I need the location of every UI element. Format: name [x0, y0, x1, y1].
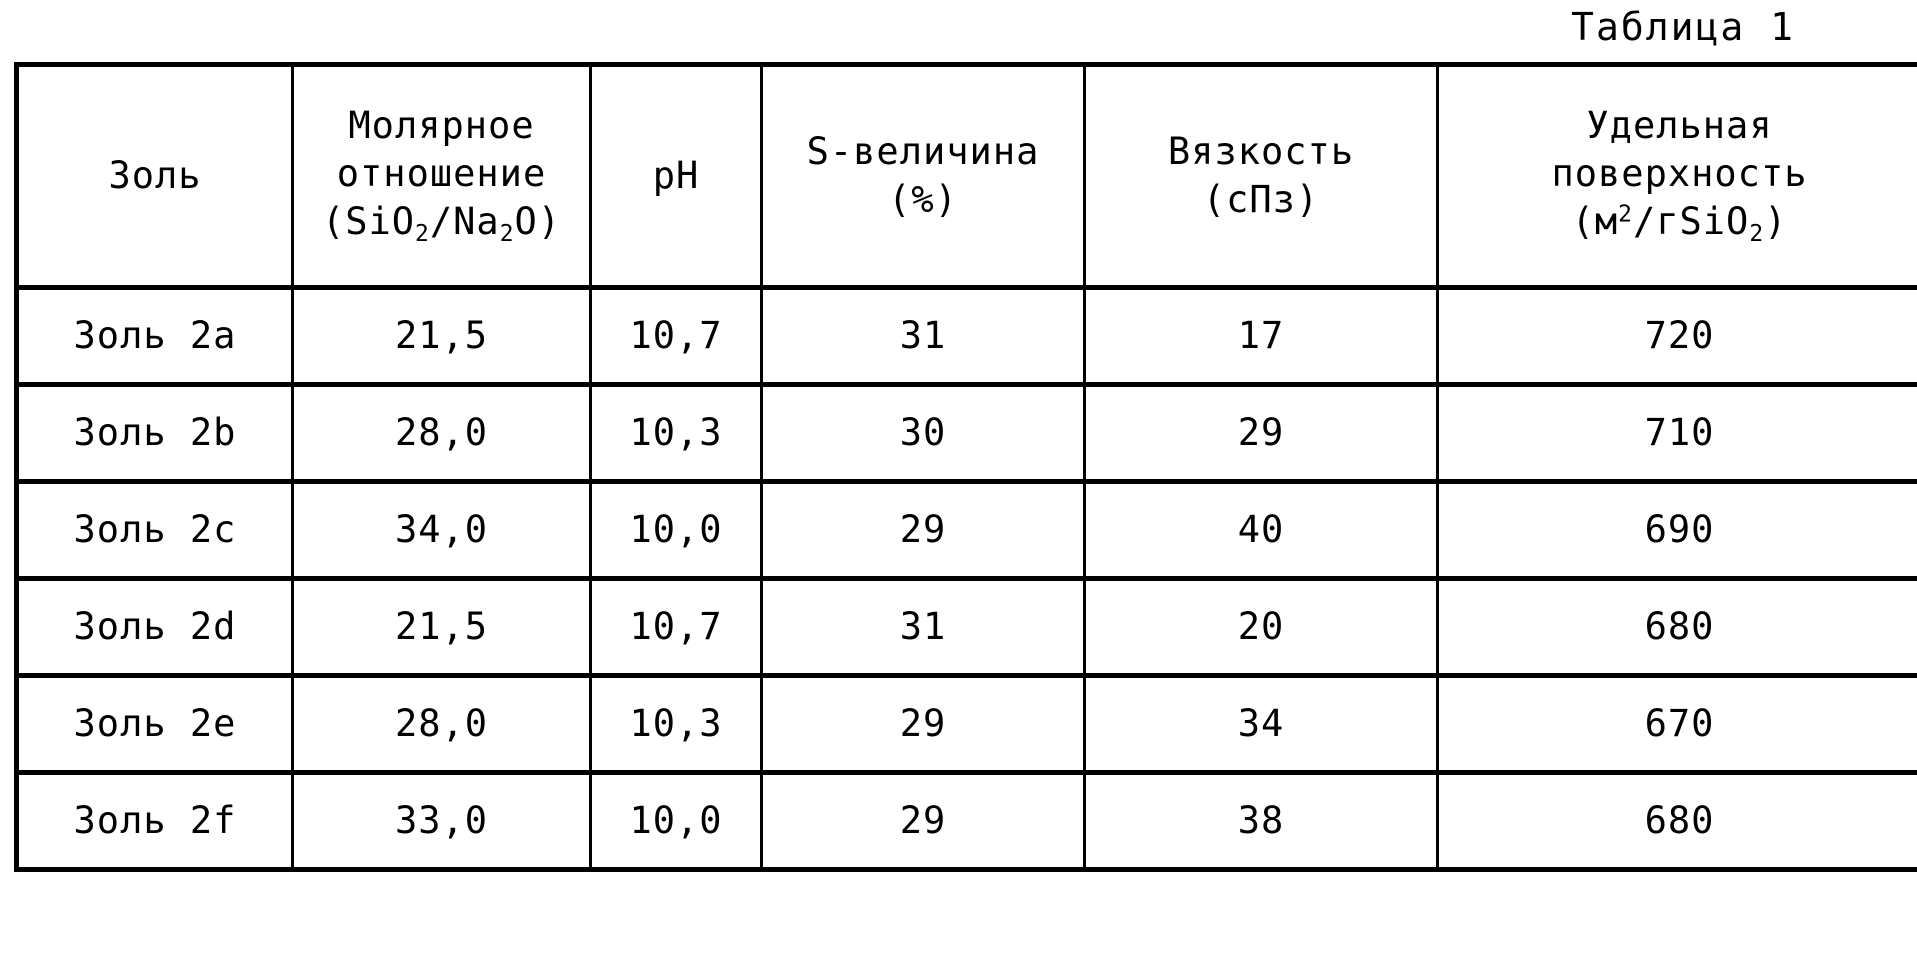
surf-formula-open: (м [1572, 200, 1619, 243]
cell-molar-ratio: 21,5 [293, 579, 591, 676]
cell-ph: 10,3 [591, 385, 762, 482]
surf-formula-close: ) [1764, 200, 1787, 243]
header-surf-line-1: Удельная [1439, 102, 1917, 150]
header-ph-line-1: pH [592, 152, 760, 200]
cell-s-value: 31 [762, 579, 1085, 676]
table-container: Золь Молярное отношение (SiO2/Na2O) pH S… [14, 62, 1903, 872]
cell-molar-ratio: 21,5 [293, 288, 591, 385]
header-surf-formula: (м2/гSiO2) [1439, 198, 1917, 250]
formula-part-open: (SiO [322, 200, 415, 243]
formula-part-mid: /Na [430, 200, 500, 243]
column-header-molar-ratio: Молярное отношение (SiO2/Na2O) [293, 65, 591, 288]
cell-specific-surface: 720 [1438, 288, 1917, 385]
cell-viscosity: 38 [1085, 773, 1438, 870]
header-molar-formula: (SiO2/Na2O) [294, 198, 589, 250]
header-surf-line-2: поверхность [1439, 150, 1917, 198]
formula-subscript-2: 2 [500, 221, 515, 247]
cell-viscosity: 34 [1085, 676, 1438, 773]
cell-ph: 10,0 [591, 773, 762, 870]
cell-viscosity: 29 [1085, 385, 1438, 482]
table-row: Золь 2a21,510,73117720 [17, 288, 1917, 385]
document-page: Таблица 1 Золь Молярное отношение (SiO2/… [0, 0, 1917, 969]
cell-molar-ratio: 33,0 [293, 773, 591, 870]
table-caption: Таблица 1 [14, 0, 1903, 46]
cell-sol: Золь 2d [17, 579, 293, 676]
header-molar-line-2: отношение [294, 150, 589, 198]
surf-formula-superscript: 2 [1618, 202, 1633, 228]
cell-sol: Золь 2e [17, 676, 293, 773]
table-header: Золь Молярное отношение (SiO2/Na2O) pH S… [17, 65, 1917, 288]
cell-molar-ratio: 28,0 [293, 676, 591, 773]
cell-viscosity: 20 [1085, 579, 1438, 676]
cell-sol: Золь 2a [17, 288, 293, 385]
header-visc-line-2: (сПз) [1086, 176, 1436, 224]
cell-ph: 10,7 [591, 288, 762, 385]
table-row: Золь 2f33,010,02938680 [17, 773, 1917, 870]
column-header-viscosity: Вязкость (сПз) [1085, 65, 1438, 288]
cell-ph: 10,3 [591, 676, 762, 773]
cell-s-value: 29 [762, 482, 1085, 579]
table-row: Золь 2d21,510,73120680 [17, 579, 1917, 676]
header-sol-line-1: Золь [19, 152, 291, 200]
cell-sol: Золь 2c [17, 482, 293, 579]
surf-formula-subscript: 2 [1749, 221, 1764, 247]
cell-sol: Золь 2f [17, 773, 293, 870]
cell-molar-ratio: 28,0 [293, 385, 591, 482]
header-visc-line-1: Вязкость [1086, 128, 1436, 176]
cell-ph: 10,0 [591, 482, 762, 579]
surf-formula-mid: /гSiO [1633, 200, 1749, 243]
column-header-sol: Золь [17, 65, 293, 288]
cell-s-value: 30 [762, 385, 1085, 482]
cell-specific-surface: 690 [1438, 482, 1917, 579]
cell-specific-surface: 680 [1438, 773, 1917, 870]
column-header-ph: pH [591, 65, 762, 288]
cell-s-value: 29 [762, 773, 1085, 870]
formula-subscript-1: 2 [415, 221, 430, 247]
table-row: Золь 2e28,010,32934670 [17, 676, 1917, 773]
cell-specific-surface: 680 [1438, 579, 1917, 676]
table-body: Золь 2a21,510,73117720Золь 2b28,010,3302… [17, 288, 1917, 870]
table-row: Золь 2b28,010,33029710 [17, 385, 1917, 482]
header-s-line-1: S-величина [763, 128, 1083, 176]
cell-s-value: 31 [762, 288, 1085, 385]
cell-viscosity: 17 [1085, 288, 1438, 385]
header-row: Золь Молярное отношение (SiO2/Na2O) pH S… [17, 65, 1917, 288]
cell-sol: Золь 2b [17, 385, 293, 482]
cell-specific-surface: 710 [1438, 385, 1917, 482]
cell-ph: 10,7 [591, 579, 762, 676]
cell-molar-ratio: 34,0 [293, 482, 591, 579]
header-molar-line-1: Молярное [294, 102, 589, 150]
cell-s-value: 29 [762, 676, 1085, 773]
cell-specific-surface: 670 [1438, 676, 1917, 773]
formula-part-close: O) [515, 200, 562, 243]
column-header-specific-surface: Удельная поверхность (м2/гSiO2) [1438, 65, 1917, 288]
header-s-line-2: (%) [763, 176, 1083, 224]
column-header-s-value: S-величина (%) [762, 65, 1085, 288]
properties-table: Золь Молярное отношение (SiO2/Na2O) pH S… [14, 62, 1917, 872]
cell-viscosity: 40 [1085, 482, 1438, 579]
table-row: Золь 2c34,010,02940690 [17, 482, 1917, 579]
